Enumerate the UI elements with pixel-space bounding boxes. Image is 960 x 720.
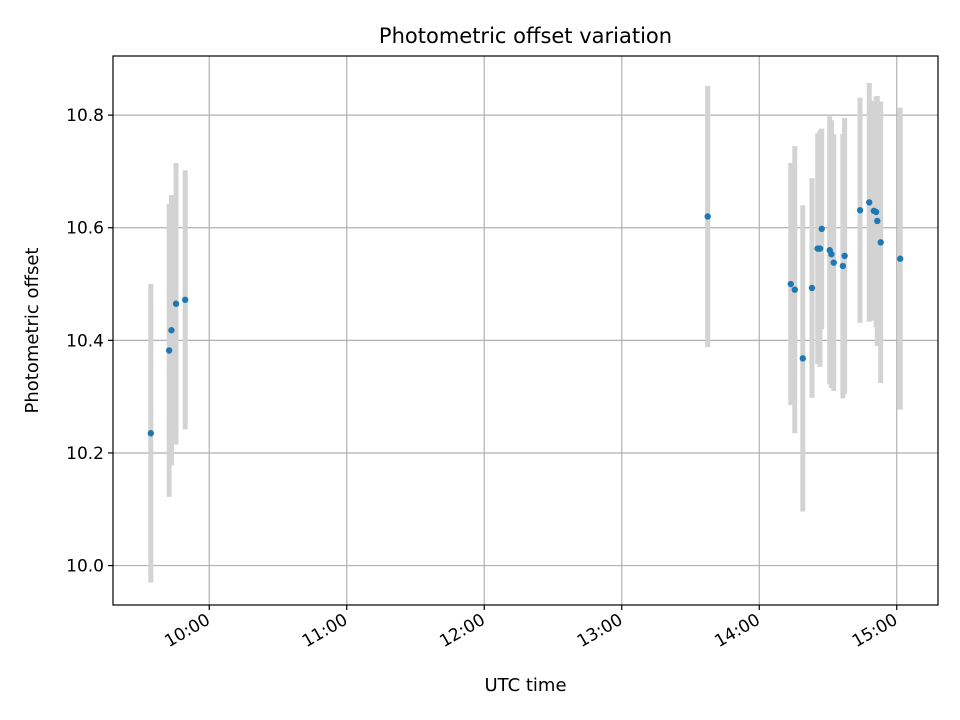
data-point [828, 251, 835, 258]
data-point [181, 296, 189, 304]
data-point [841, 252, 848, 260]
y-tick-label: 10.6 [66, 219, 104, 239]
y-tick-label: 10.2 [66, 444, 104, 464]
data-point [896, 255, 904, 262]
data-points [147, 199, 904, 437]
data-point [799, 355, 806, 362]
data-point [866, 199, 873, 206]
y-axis-ticks: 10.0 10.2 10.4 10.6 10.8 [66, 106, 113, 577]
data-point [704, 213, 711, 220]
data-point [787, 280, 794, 288]
data-point [872, 208, 880, 216]
chart-title: Photometric offset variation [379, 24, 672, 48]
data-point [830, 259, 837, 266]
data-point [816, 245, 824, 252]
y-tick-label: 10.0 [66, 557, 104, 577]
data-point [168, 327, 175, 334]
data-point [172, 300, 180, 307]
y-tick-label: 10.8 [66, 106, 104, 126]
y-tick-label: 10.4 [66, 331, 104, 351]
data-point [877, 239, 884, 246]
data-point [874, 217, 881, 225]
data-point [147, 430, 155, 437]
data-point [839, 262, 847, 270]
data-point [856, 207, 864, 214]
x-axis-label: UTC time [484, 675, 566, 696]
plot-area-frame [112, 55, 939, 606]
data-point [791, 286, 798, 293]
y-axis-label: Photometric offset [22, 248, 43, 414]
data-point [165, 347, 173, 354]
data-point [818, 225, 825, 233]
data-point [808, 284, 816, 292]
